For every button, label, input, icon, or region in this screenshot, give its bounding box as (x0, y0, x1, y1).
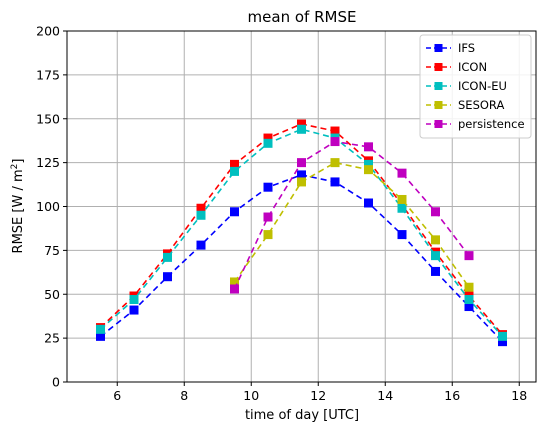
y-axis-label-end: ] (11, 159, 26, 164)
y-tick-label: 25 (44, 331, 60, 346)
data-point-marker (297, 119, 306, 129)
data-point-marker (431, 266, 440, 276)
legend-item: IFS (426, 41, 475, 55)
legend-label: ICON (458, 60, 487, 74)
series-line (233, 140, 470, 290)
y-tick-label: 50 (44, 287, 60, 302)
x-axis-label: time of day [UTC] (245, 408, 359, 423)
legend-box (419, 34, 532, 139)
data-point-marker (330, 137, 340, 147)
data-point-marker (297, 124, 306, 134)
data-point-marker (96, 331, 105, 341)
y-axis-ticks: 0 25 50 75 100 125 150 175 200 (36, 24, 67, 390)
chart-title: mean of RMSE (248, 8, 357, 26)
data-point-marker (297, 158, 306, 168)
series-line (100, 174, 504, 343)
legend-marker (434, 101, 443, 109)
data-point-marker (431, 207, 440, 217)
data-point-marker (464, 282, 474, 292)
data-point-marker (397, 230, 407, 240)
y-tick-label: 0 (52, 375, 60, 390)
data-point-marker (96, 324, 105, 334)
data-point-marker (196, 203, 206, 213)
x-axis-ticks: 6 8 10 12 14 16 18 (113, 382, 527, 403)
legend-item: ICON (426, 60, 487, 74)
data-point-marker (263, 230, 273, 240)
y-axis-label-main: RMSE [W / m (11, 169, 26, 253)
data-point-marker (431, 235, 440, 245)
data-point-marker (498, 337, 507, 347)
data-point-marker (263, 133, 273, 143)
data-point-marker (330, 177, 340, 187)
data-point-marker (230, 207, 239, 217)
legend-marker (434, 63, 443, 71)
series-icon (96, 119, 507, 340)
series-persistence (230, 137, 474, 294)
legend-marker (434, 120, 443, 128)
data-point-marker (464, 251, 474, 261)
data-point-marker (330, 126, 340, 136)
data-point-marker (263, 182, 273, 192)
legend-item: SESORA (426, 98, 504, 112)
series-line (99, 123, 504, 336)
data-point-marker (364, 198, 373, 208)
data-point-marker (230, 277, 239, 287)
y-tick-label: 175 (36, 67, 60, 82)
data-point-marker (230, 159, 239, 169)
data-point-marker (297, 170, 306, 180)
data-point-marker (230, 284, 239, 294)
legend-label: IFS (458, 41, 475, 55)
series-sesora (230, 158, 474, 292)
x-tick-label: 18 (511, 388, 527, 403)
legend-label: ICON-EU (458, 79, 507, 93)
data-point-marker (129, 305, 139, 315)
data-point-marker (364, 159, 373, 169)
legend-item: persistence (426, 117, 525, 131)
y-axis-label-superscript: 2 (10, 164, 20, 170)
data-point-marker (163, 252, 172, 262)
x-tick-label: 14 (377, 388, 393, 403)
data-point-marker (464, 295, 474, 305)
y-tick-label: 100 (36, 199, 60, 214)
legend-marker (434, 82, 443, 90)
series-line (233, 161, 470, 288)
data-point-marker (196, 240, 206, 250)
x-tick-label: 12 (310, 388, 326, 403)
data-point-marker (364, 165, 373, 175)
data-point-marker (464, 302, 474, 312)
data-point-marker (498, 331, 507, 341)
x-tick-label: 8 (180, 388, 188, 403)
data-point-marker (263, 212, 273, 222)
data-point-marker (364, 142, 373, 152)
series-ifs (96, 170, 507, 347)
data-point-marker (431, 251, 440, 261)
y-tick-label: 75 (44, 243, 60, 258)
y-tick-label: 200 (36, 24, 60, 39)
x-tick-label: 16 (444, 388, 460, 403)
data-series (96, 119, 507, 347)
legend-label: persistence (458, 117, 525, 131)
data-point-marker (397, 168, 407, 178)
data-point-marker (397, 194, 407, 204)
plot-frame (66, 30, 537, 383)
legend-marker (434, 44, 443, 52)
legend: IFS ICON ICON-EU SESORA persistence (419, 34, 532, 139)
data-point-marker (297, 177, 306, 187)
data-point-marker (129, 295, 139, 305)
data-point-marker (397, 203, 407, 213)
data-point-marker (330, 158, 340, 168)
y-tick-label: 150 (36, 111, 60, 126)
data-point-marker (196, 210, 206, 220)
data-point-marker (263, 138, 273, 148)
legend-label: SESORA (458, 98, 504, 112)
x-tick-label: 10 (243, 388, 259, 403)
y-axis-label: RMSE [W / m2] (10, 159, 26, 254)
series-icon-eu (96, 124, 507, 341)
data-point-marker (163, 272, 172, 282)
y-tick-label: 125 (36, 155, 60, 170)
x-tick-label: 6 (113, 388, 121, 403)
data-point-marker (230, 166, 239, 176)
legend-item: ICON-EU (426, 79, 507, 93)
